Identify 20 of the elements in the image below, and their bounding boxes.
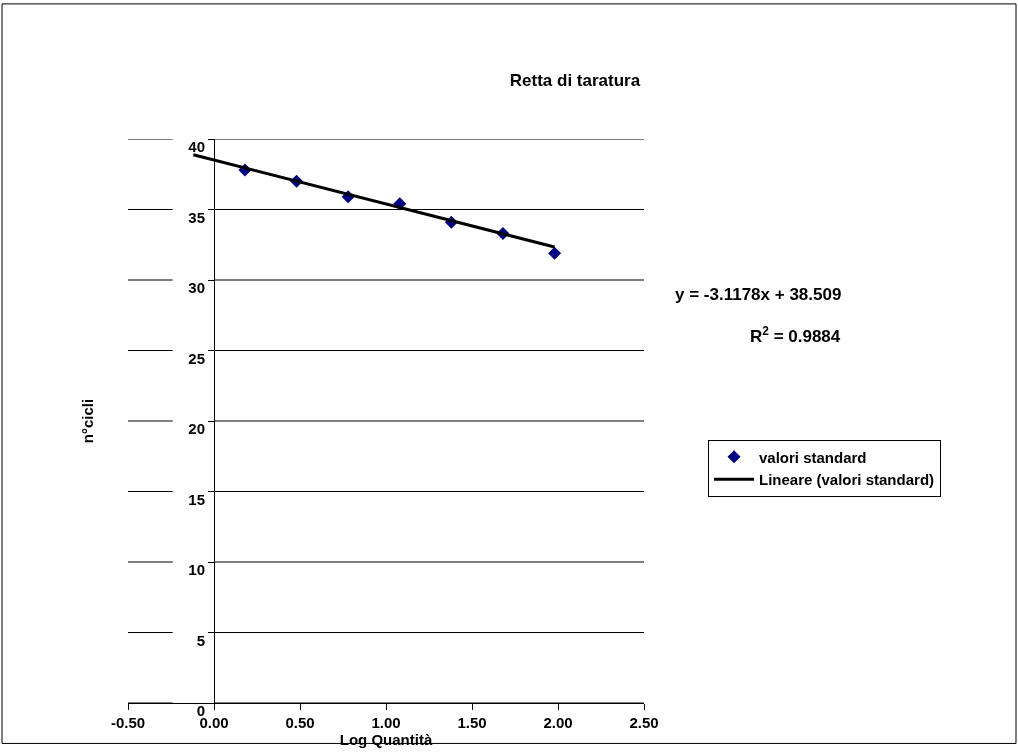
y-tick-label: 35 bbox=[188, 208, 205, 226]
legend-label: Lineare (valori standard) bbox=[758, 471, 935, 489]
chart-title: Retta di taratura bbox=[509, 70, 641, 90]
text: y = -3.1178x + 38.509 bbox=[675, 285, 842, 304]
y-tick-label: 40 bbox=[188, 138, 205, 156]
legend-label: valori standard bbox=[758, 448, 867, 466]
y-tick-label: 20 bbox=[188, 420, 205, 438]
text: R$^{2}$ = 0.9884 bbox=[750, 324, 841, 347]
y-axis-title: n°cicli bbox=[78, 398, 96, 444]
x-tick-label: 2.50 bbox=[629, 714, 659, 731]
y-tick-label: 5 bbox=[196, 631, 205, 649]
y-tick-label: 30 bbox=[188, 279, 205, 297]
y-tick-label: 25 bbox=[188, 349, 205, 367]
y-tick-label: 15 bbox=[188, 490, 205, 508]
x-tick-label: -0.50 bbox=[110, 714, 146, 731]
x-tick-label: 1.00 bbox=[371, 714, 401, 731]
y-tick-label: 10 bbox=[188, 561, 205, 579]
x-tick-label: 2.00 bbox=[543, 714, 573, 731]
x-tick-label: 1.50 bbox=[457, 714, 487, 731]
x-tick-label: 0.50 bbox=[285, 714, 315, 731]
